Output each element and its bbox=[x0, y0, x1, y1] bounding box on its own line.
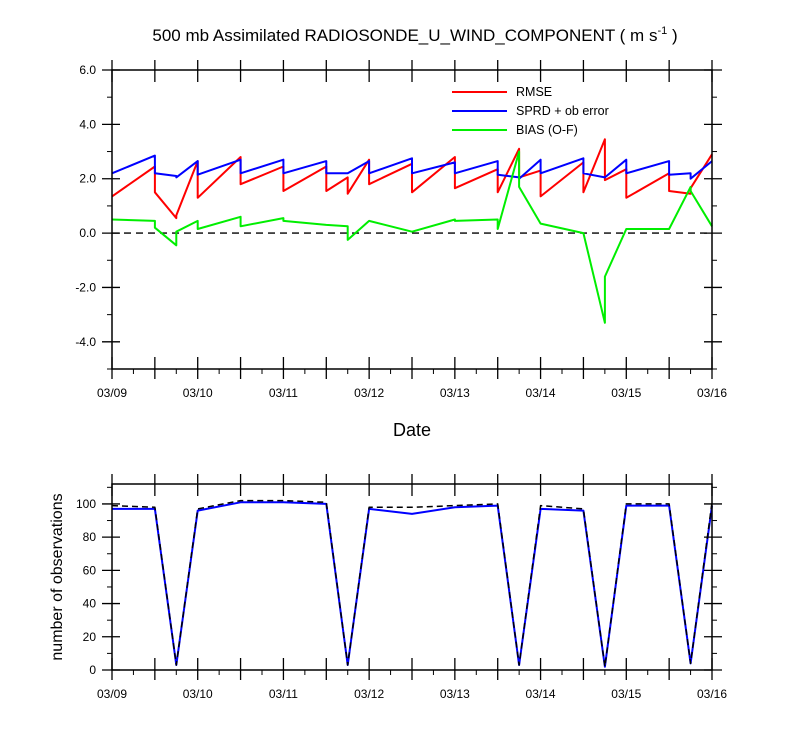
bottom-x-tick-label-1: 03/10 bbox=[183, 687, 213, 701]
top-y-tick-label-1: -2.0 bbox=[75, 280, 96, 294]
top-x-tick-label-4: 03/13 bbox=[440, 386, 470, 400]
bottom-series-lines bbox=[111, 499, 713, 668]
bottom-y-tick-label-3: 60 bbox=[83, 563, 97, 577]
top-series-lines bbox=[111, 138, 713, 324]
bottom-y-tick-label-2: 40 bbox=[83, 597, 97, 611]
top-y-tick-label-3: 2.0 bbox=[79, 172, 96, 186]
bottom-y-tick-label-1: 20 bbox=[83, 630, 97, 644]
top-plot: 03/09 03/10 03/11 03/12 03/13 03/14 03/15 03/16… bbox=[75, 60, 727, 440]
bottom-x-tick-label-2: 03/11 bbox=[269, 687, 298, 701]
legend-label-rmse: RMSE bbox=[516, 85, 552, 99]
top-x-tick-label-0: 03/09 bbox=[97, 386, 127, 400]
top-series-rmse bbox=[111, 138, 713, 220]
bottom-x-tick-label-4: 03/13 bbox=[440, 687, 470, 701]
top-series-sprd-ob-error bbox=[111, 154, 713, 180]
top-series-bias-o-f bbox=[111, 150, 713, 324]
top-y-tick-label-2: 0.0 bbox=[79, 226, 96, 240]
bottom-y-axis-label: number of observations bbox=[49, 493, 66, 660]
bottom-x-tick-label-0: 03/09 bbox=[97, 687, 127, 701]
top-y-tick-label-0: -4.0 bbox=[75, 335, 96, 349]
bottom-x-tick-label-6: 03/15 bbox=[611, 687, 641, 701]
top-x-tick-label-5: 03/14 bbox=[526, 386, 556, 400]
top-ticks: 03/09 03/10 03/11 03/12 03/13 03/14 03/15 03/16… bbox=[75, 60, 727, 400]
legend-label-bias: BIAS (O-F) bbox=[516, 123, 578, 137]
top-y-tick-label-4: 4.0 bbox=[79, 117, 96, 131]
chart-title-main: 500 mb Assimilated RADIOSONDE_U_WIND_COM… bbox=[152, 26, 657, 45]
legend-label-sprd: SPRD + ob error bbox=[516, 104, 609, 118]
top-y-tick-label-5: 6.0 bbox=[79, 63, 96, 77]
bottom-x-tick-label-5: 03/14 bbox=[526, 687, 556, 701]
bottom-y-tick-label-0: 0 bbox=[89, 663, 96, 677]
bottom-y-tick-label-5: 100 bbox=[76, 497, 96, 511]
top-plot-frame bbox=[111, 69, 713, 370]
bottom-ticks: 03/09 03/10 03/11 03/12 03/13 03/14 03/15 03/16… bbox=[76, 474, 727, 701]
legend: RMSE SPRD + ob error BIAS (O-F) bbox=[452, 85, 609, 137]
chart-title-suffix: ) bbox=[667, 26, 677, 45]
top-x-tick-label-6: 03/15 bbox=[611, 386, 641, 400]
top-x-tick-label-3: 03/12 bbox=[354, 386, 384, 400]
top-x-axis-label: Date bbox=[393, 420, 431, 440]
bottom-x-tick-label-3: 03/12 bbox=[354, 687, 384, 701]
chart-title: 500 mb Assimilated RADIOSONDE_U_WIND_COM… bbox=[152, 25, 677, 45]
top-x-tick-label-7: 03/16 bbox=[697, 386, 727, 400]
bottom-plot: 03/09 03/10 03/11 03/12 03/13 03/14 03/15 03/16… bbox=[49, 474, 727, 701]
top-x-tick-label-2: 03/11 bbox=[269, 386, 298, 400]
top-x-tick-label-1: 03/10 bbox=[183, 386, 213, 400]
bottom-y-tick-label-4: 80 bbox=[83, 530, 97, 544]
bottom-plot-frame bbox=[111, 483, 713, 671]
chart-title-superscript: -1 bbox=[657, 25, 667, 37]
bottom-x-tick-label-7: 03/16 bbox=[697, 687, 727, 701]
bottom-series-observations-total bbox=[111, 499, 713, 668]
bottom-series-observations-used bbox=[112, 501, 713, 668]
